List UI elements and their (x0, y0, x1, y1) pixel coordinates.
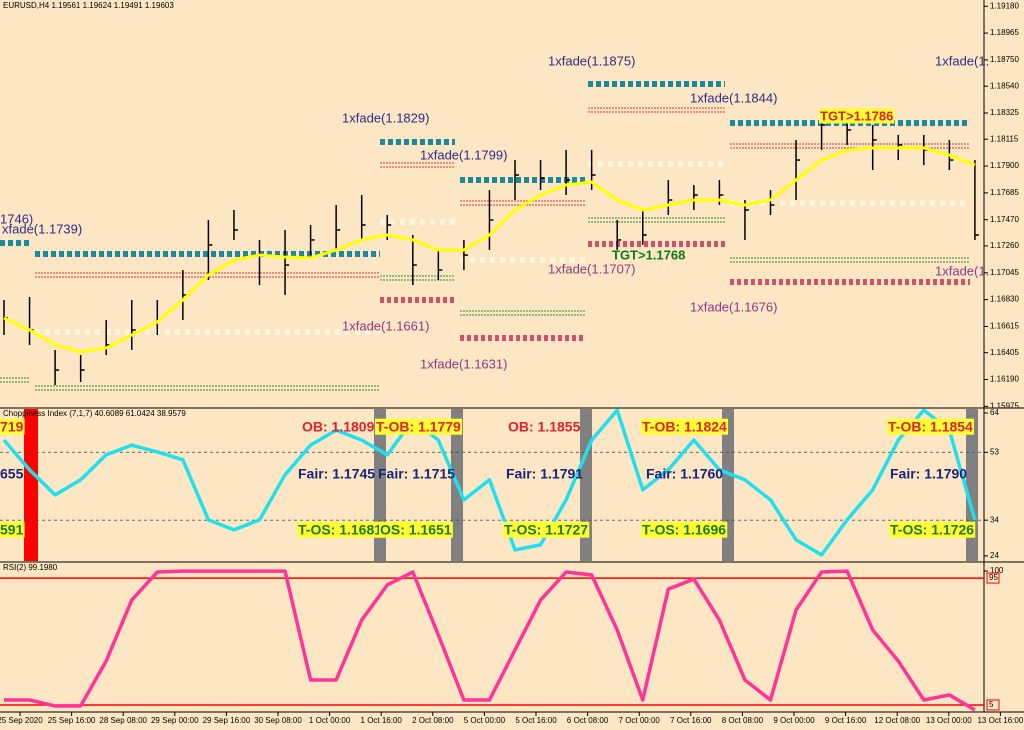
annotation: 1xfade(1. (935, 53, 989, 68)
annotation-highlight (379, 521, 453, 538)
annotation: 1xfade(1.1875) (548, 53, 635, 68)
y-tick-label: 1.17685 (990, 188, 1019, 197)
time-label: 1 Oct 16:00 (361, 716, 403, 725)
y-tick-label: 1.16830 (990, 295, 1019, 304)
time-label: 9 Oct 00:00 (773, 716, 815, 725)
annotation-highlight (819, 108, 895, 124)
y-tick-label: 1.16405 (990, 348, 1019, 357)
annotation-highlight (887, 418, 975, 435)
time-label: 13 Oct 16:00 (977, 716, 1023, 725)
time-label: 8 Oct 08:00 (722, 716, 764, 725)
time-label: 5 Oct 16:00 (515, 716, 557, 725)
y-tick-label: 34 (990, 515, 999, 524)
annotation: TGT>1.1768 (612, 247, 685, 262)
annotation: xfade(1.1739) (2, 221, 82, 236)
time-label: 7 Oct 00:00 (619, 716, 661, 725)
annotation: Fair: 1.1791 (506, 466, 583, 482)
y-tick-label: 1.18750 (990, 55, 1019, 64)
annotation: 1xfade(1.1844) (690, 90, 777, 105)
time-label: 28 Sep 08:00 (99, 716, 147, 725)
annotation: T-OS: 1.1727 (504, 522, 588, 538)
annotation: 719 (0, 419, 24, 435)
annotation: 1xfade(1. (935, 263, 989, 278)
annotation: 1xfade(1.1676) (690, 299, 777, 314)
y-tick-label: 1.17470 (990, 215, 1019, 224)
annotation: 1746) (0, 211, 33, 226)
annotation: TGT>1.1786 (820, 108, 893, 123)
annotation: T-OB: 1.1824 (642, 419, 727, 435)
time-label: 5 Oct 00:00 (464, 716, 506, 725)
time-label: 25 Sep 16:00 (48, 716, 96, 725)
y-tick-label: 64 (990, 408, 999, 417)
signal-bar (580, 409, 592, 561)
level-label: 5 (989, 700, 994, 709)
annotation: 1xfade(1.1707) (548, 261, 635, 276)
y-tick-label: 1.18965 (990, 28, 1019, 37)
y-tick-label: 1.18115 (990, 134, 1019, 143)
time-label: 1 Oct 00:00 (309, 716, 351, 725)
annotation: T-OS: 1.1726 (890, 522, 974, 538)
annotation: T-OS: 1.1681 (298, 522, 382, 538)
time-label: 25 Sep 2020 (0, 716, 43, 725)
indicator-line (2, 408, 977, 557)
y-tick-label: 1.17260 (990, 241, 1019, 250)
annotation-highlight (889, 521, 976, 538)
y-tick-label: 24 (990, 551, 999, 560)
time-label: 29 Sep 16:00 (203, 716, 251, 725)
annotation: T-OB: 1.1854 (888, 419, 973, 435)
annotation: OS: 1.1651 (380, 522, 452, 538)
level-label-box (986, 699, 1000, 711)
annotation: 1xfade(1.1661) (342, 318, 429, 333)
annotation: Fair: 1.1760 (646, 466, 723, 482)
time-label: 2 Oct 08:00 (412, 716, 454, 725)
annotation: 655 (0, 466, 24, 482)
y-tick-label: 1.19180 (990, 1, 1019, 10)
y-tick-label: 100 (990, 566, 1004, 575)
time-label: 6 Oct 08:00 (567, 716, 609, 725)
y-tick-label: 1.16615 (990, 322, 1019, 331)
annotation-highlight (641, 418, 729, 435)
annotation: Fair: 1.1790 (890, 466, 967, 482)
annotation: 591 (0, 522, 24, 538)
y-tick-label: 1.18540 (990, 81, 1019, 90)
panel-title: Choppiness Index (7,1,7) 40.6089 61.0424… (3, 409, 186, 418)
time-label: 7 Oct 16:00 (670, 716, 712, 725)
level-label: 95 (989, 573, 998, 582)
annotation: 1xfade(1.1829) (342, 110, 429, 125)
annotation: Fair: 1.1715 (378, 466, 455, 482)
time-label: 30 Sep 08:00 (254, 716, 302, 725)
time-label: 9 Oct 16:00 (825, 716, 867, 725)
signal-bar (24, 409, 38, 561)
level-label-box (986, 572, 1000, 584)
annotation: 1xfade(1.1631) (420, 356, 507, 371)
annotation: T-OB: 1.1779 (376, 419, 461, 435)
annotation-highlight (297, 521, 384, 538)
panel-title: RSI(2) 99.1980 (3, 563, 58, 572)
y-tick-label: 1.15975 (990, 401, 1019, 410)
y-tick-label: 1.16190 (990, 375, 1019, 384)
y-tick-label: 53 (990, 447, 999, 456)
indicator-line (4, 569, 976, 712)
annotation-highlight (0, 418, 25, 435)
annotation: Fair: 1.1745 (298, 466, 375, 482)
annotation-highlight (641, 521, 728, 538)
annotation: OB: 1.1855 (508, 419, 581, 435)
annotation: 1xfade(1.1799) (420, 147, 507, 162)
annotation: T-OS: 1.1696 (642, 522, 726, 538)
time-label: 29 Sep 00:00 (151, 716, 199, 725)
annotation-highlight (0, 521, 25, 538)
time-label: 12 Oct 08:00 (874, 716, 920, 725)
annotation: OB: 1.1809 (302, 419, 375, 435)
y-tick-label: 1.17900 (990, 161, 1019, 170)
y-tick-label: 1.18325 (990, 108, 1019, 117)
moving-average (3, 146, 976, 354)
annotation-highlight (503, 521, 590, 538)
annotation-highlight (375, 418, 463, 435)
time-label: 13 Oct 00:00 (926, 716, 972, 725)
y-tick-label: 1.17045 (990, 268, 1019, 277)
panel-title: EURUSD,H4 1.19561 1.19624 1.19491 1.1960… (3, 1, 174, 10)
